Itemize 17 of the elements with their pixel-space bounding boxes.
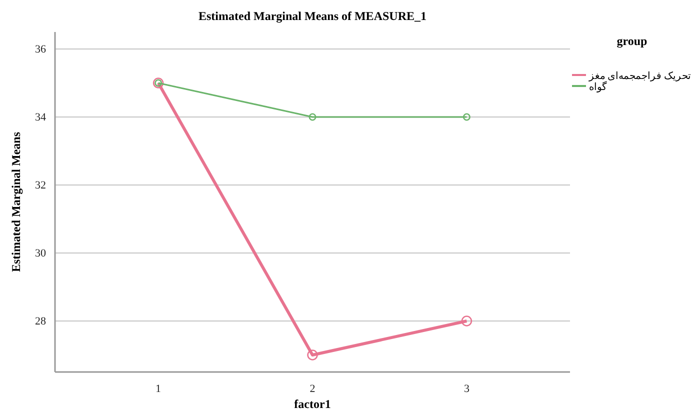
x-tick-label: 2 (310, 382, 316, 395)
y-tick-label: 32 (35, 180, 46, 192)
chart-title: Estimated Marginal Means of MEASURE_1 (198, 9, 426, 23)
x-axis-title: factor1 (294, 397, 331, 411)
y-axis-title: Estimated Marginal Means (9, 132, 23, 272)
x-tick-label: 3 (464, 382, 470, 395)
legend-label: تحریک فراجمجمه‌ای مغز (588, 71, 691, 82)
legend-label: گواه (589, 81, 607, 93)
y-tick-label: 36 (35, 44, 46, 56)
y-tick-label: 28 (35, 316, 46, 328)
point (308, 113, 316, 121)
point (307, 350, 318, 360)
y-tick-label: 34 (35, 112, 46, 124)
x-tick-label: 1 (156, 382, 162, 395)
legend-title: group (616, 34, 648, 48)
y-tick-label: 30 (35, 248, 46, 260)
point (461, 316, 472, 326)
